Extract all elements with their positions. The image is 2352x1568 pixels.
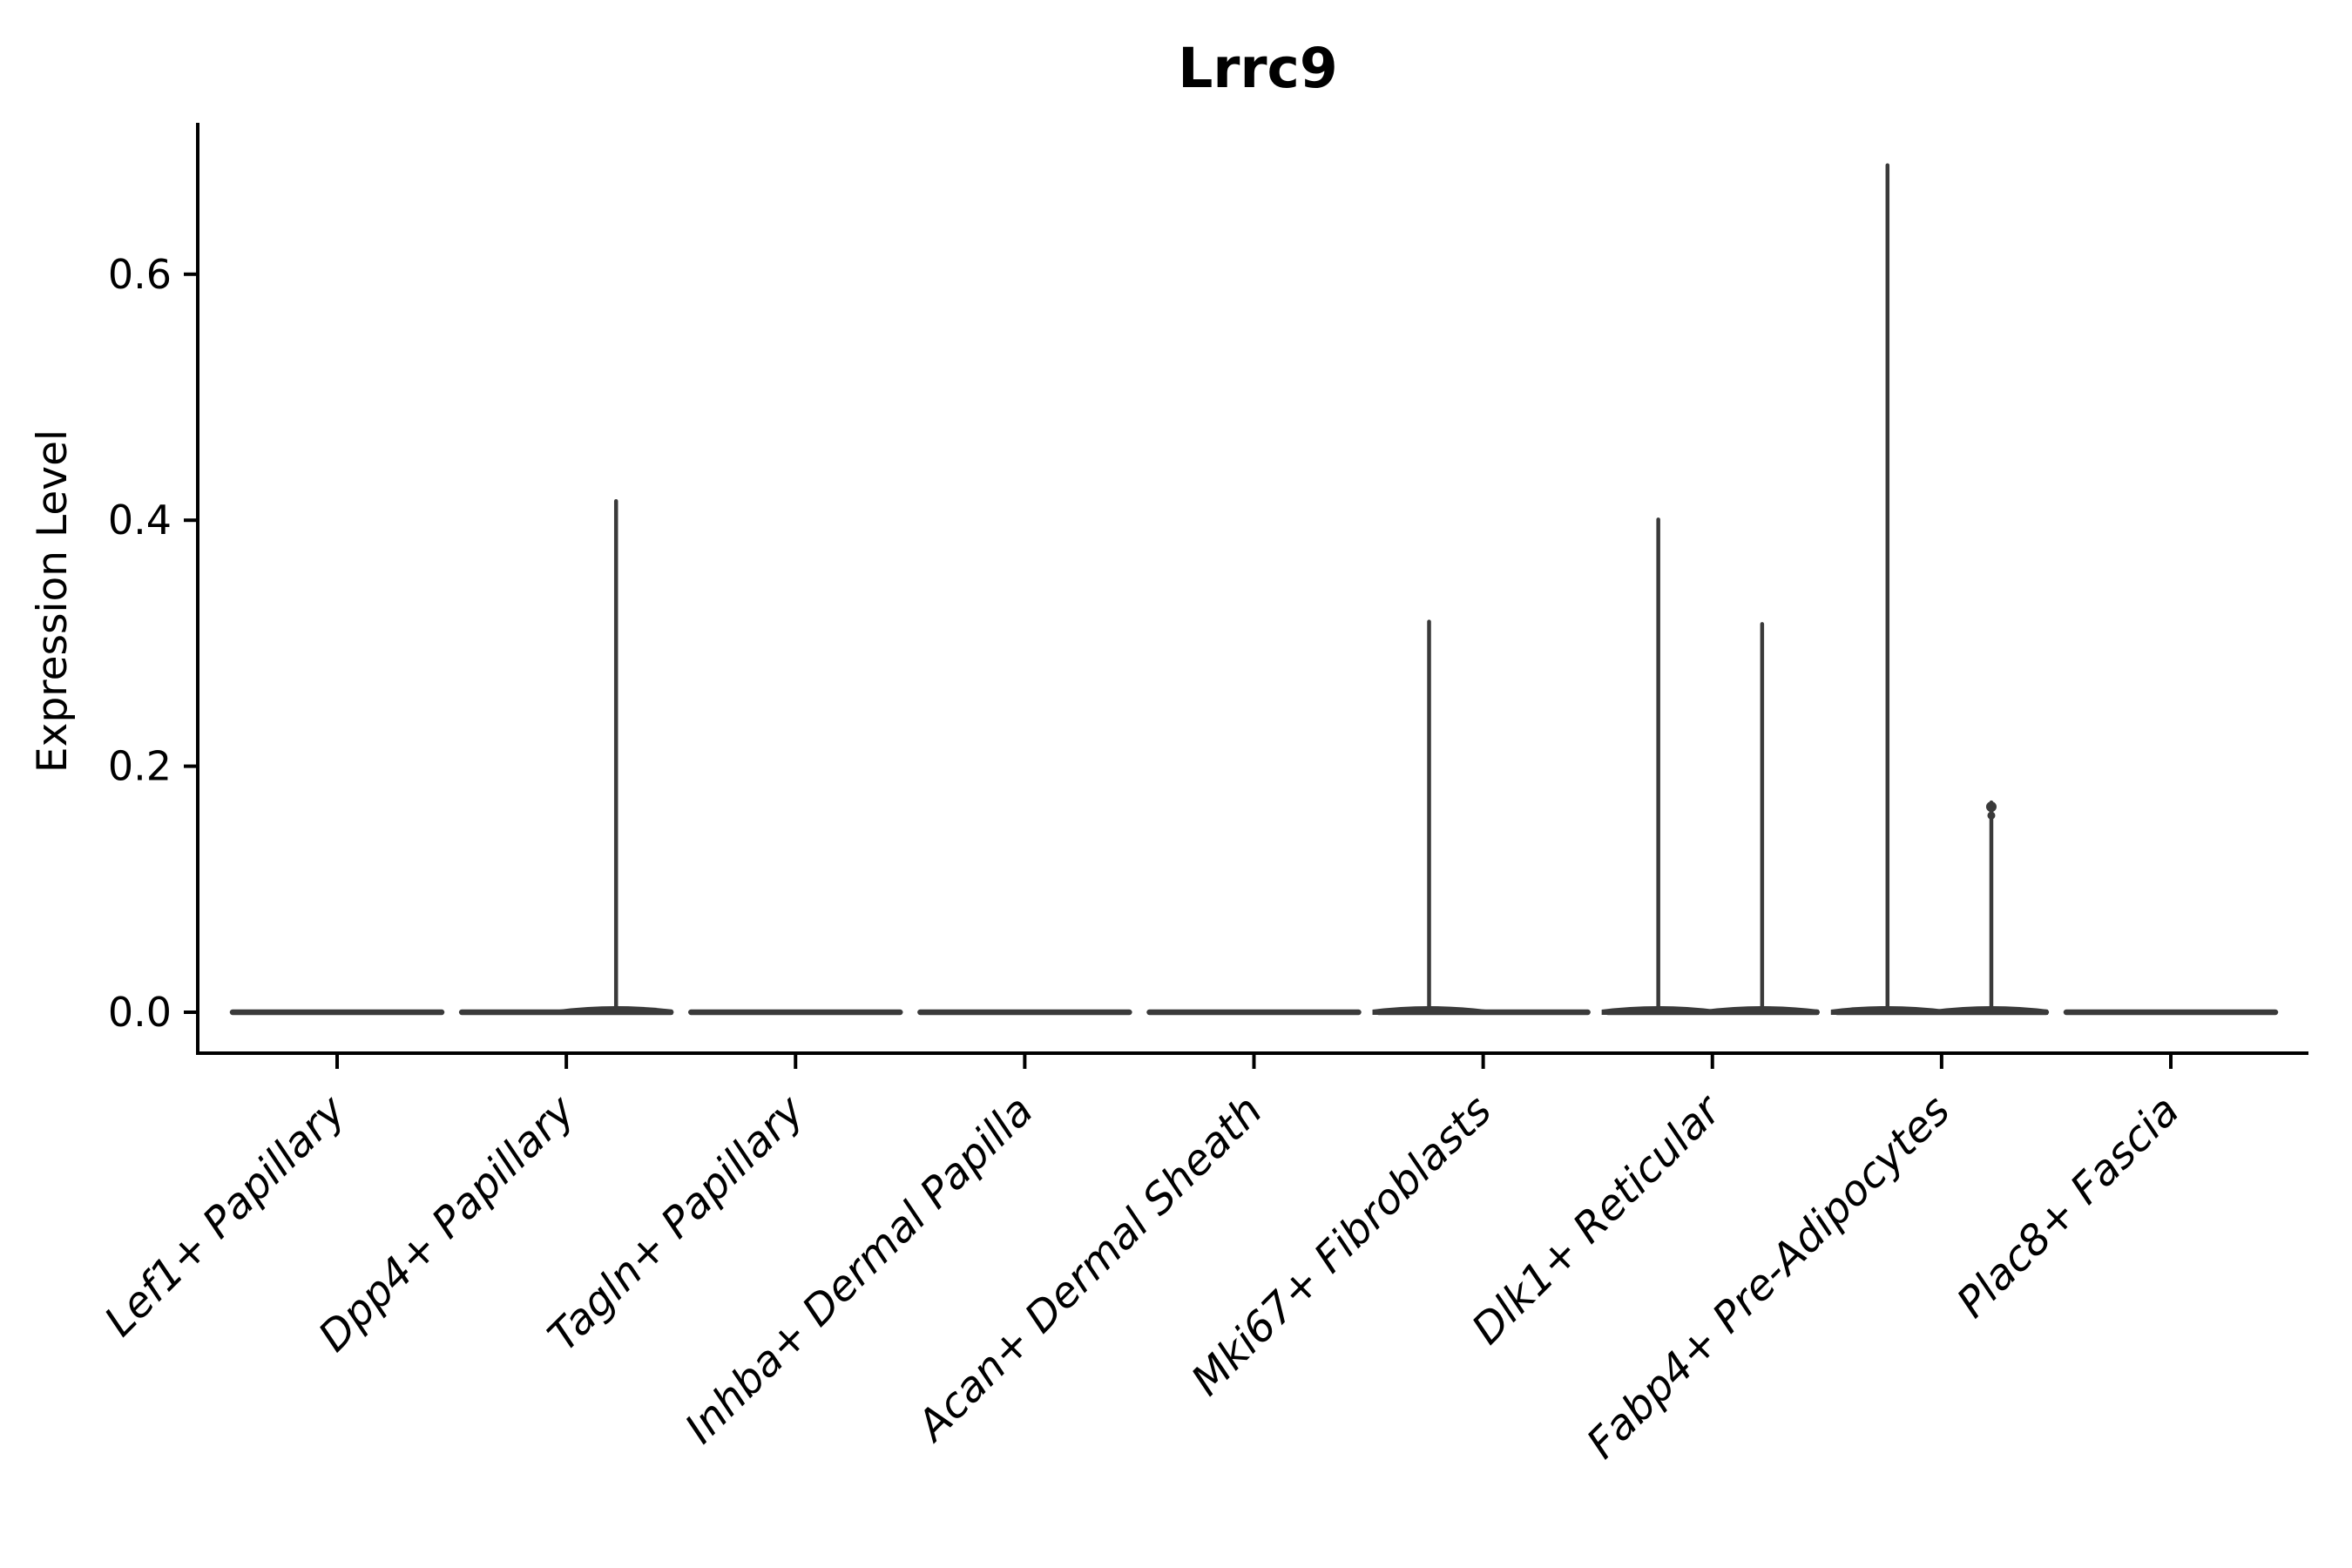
y-tick-label: 0.0 bbox=[108, 989, 172, 1036]
violins-layer bbox=[229, 163, 2279, 1016]
y-tick-label: 0.4 bbox=[108, 497, 172, 544]
violin-group bbox=[1830, 163, 2050, 1016]
violin-group bbox=[1601, 517, 1820, 1016]
violin-group bbox=[458, 498, 674, 1016]
y-axis-ticks: 0.0 0.2 0.4 0.6 bbox=[108, 251, 198, 1036]
y-tick-label: 0.6 bbox=[108, 251, 172, 298]
y-tick-label: 0.2 bbox=[108, 743, 172, 790]
y-axis-label: Expression Level bbox=[29, 429, 77, 773]
violin-group bbox=[1372, 619, 1591, 1016]
jitter-point bbox=[1985, 801, 1997, 813]
jitter-point bbox=[1987, 811, 1996, 820]
chart-title: Lrrc9 bbox=[1178, 37, 1337, 100]
